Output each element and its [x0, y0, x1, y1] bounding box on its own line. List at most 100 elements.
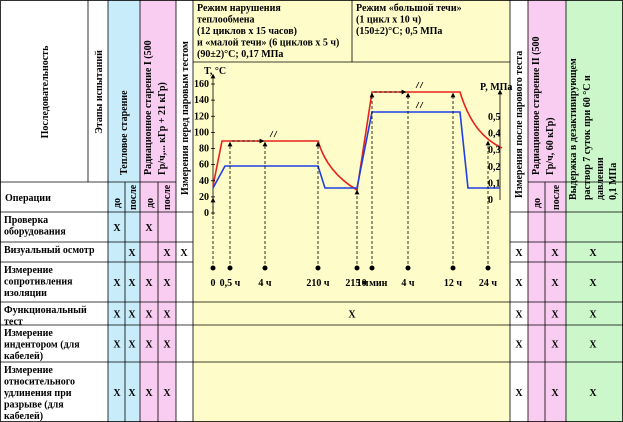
- cell-mark: X: [589, 248, 597, 259]
- decontamination: давлении: [595, 157, 606, 200]
- cell-mark: X: [551, 248, 559, 259]
- cell-mark: X: [163, 248, 171, 259]
- temp-tick-label: 140: [194, 95, 209, 106]
- cell-mark: X: [163, 310, 171, 321]
- time-label: 10 мин: [357, 278, 388, 289]
- pressure-tick-label: 0,3: [488, 145, 501, 156]
- radiation-aging-2: Радиационное старение II (500: [531, 37, 542, 175]
- cell-mark: X: [551, 340, 559, 351]
- mode-2-text: (1 цикл х 10 ч): [356, 15, 421, 26]
- operation-label: Измерение: [4, 328, 53, 339]
- operation-label: Визуальный осмотр: [4, 245, 95, 256]
- time-point: [485, 265, 491, 271]
- cell-mark: X: [128, 388, 136, 399]
- cell-mark: X: [163, 278, 171, 289]
- time-point: [354, 265, 360, 271]
- cell-mark: X: [128, 248, 136, 259]
- stages: Этапы испытаний: [94, 50, 105, 134]
- time-label: 12 ч: [444, 278, 463, 289]
- pressure-tick-label: 0,4: [488, 129, 501, 140]
- cell-mark: X: [551, 278, 559, 289]
- cell-mark: X: [515, 340, 523, 351]
- time-point: [405, 265, 411, 271]
- cell-mark: X: [589, 340, 597, 351]
- cell-mark: X: [589, 388, 597, 399]
- operation-label: изоляции: [4, 288, 47, 299]
- mode-1-text: теплообмена: [197, 15, 255, 26]
- operation-label: разрыве (для: [4, 400, 64, 411]
- pressure-tick-label: 0,1: [488, 178, 501, 189]
- cell-mark: X: [348, 310, 356, 321]
- cell-mark: X: [128, 310, 136, 321]
- cell-mark: X: [113, 223, 121, 234]
- time-point: [369, 265, 375, 271]
- pressure-tick-label: 0,5: [488, 112, 501, 123]
- time-point: [315, 265, 321, 271]
- decontamination: Выдержка в дезактивирующем: [568, 58, 579, 200]
- cell-mark: X: [163, 340, 171, 351]
- cell-mark: X: [145, 223, 153, 234]
- operation-label: кабелей): [4, 351, 43, 362]
- time-point: [227, 265, 233, 271]
- radiation-aging-1: Радиационное старение I (500: [143, 40, 154, 175]
- operations: Операции: [5, 193, 51, 204]
- mode-2-text: Режим «большой течи»: [356, 3, 462, 14]
- time-point: [262, 265, 268, 271]
- time-label: 210 ч: [306, 278, 330, 289]
- temp-tick-label: 80: [199, 144, 209, 155]
- temp-tick-label: 40: [199, 176, 209, 187]
- before: до: [112, 198, 123, 208]
- operation-label: кабелей): [4, 411, 43, 422]
- cell-mark: X: [589, 278, 597, 289]
- pressure-tick-label: 0: [488, 195, 493, 206]
- mode-2-text: (150±2)°С; 0,5 МПа: [356, 26, 442, 37]
- temp-tick-label: 60: [199, 160, 209, 171]
- cell-mark: X: [551, 310, 559, 321]
- operation-label: индентором (для: [4, 340, 80, 351]
- sequence: Последовательность: [40, 45, 51, 138]
- cell-mark: X: [113, 310, 121, 321]
- pressure-tick-label: 0,2: [488, 162, 501, 173]
- before: до: [532, 198, 543, 208]
- after: после: [128, 184, 139, 210]
- decontamination: раствор 7 суток при 60 °С и: [582, 75, 593, 200]
- operation-label: относительного: [4, 377, 75, 388]
- cell-mark: X: [128, 278, 136, 289]
- curves: [210, 73, 503, 264]
- cell-mark: X: [551, 388, 559, 399]
- temp-tick-label: 0: [204, 208, 209, 219]
- operation-label: оборудования: [4, 227, 66, 238]
- operation-label: Измерение: [4, 265, 53, 276]
- cell-mark: X: [113, 278, 121, 289]
- cell-mark: X: [145, 310, 153, 321]
- time-label: 4 ч: [258, 278, 272, 289]
- after: после: [162, 184, 173, 210]
- operation-label: сопротивления: [4, 277, 73, 288]
- cell-mark: X: [145, 278, 153, 289]
- cell-mark: X: [515, 278, 523, 289]
- radiation-aging-2: Гр/ч, 60 кГр): [545, 117, 556, 175]
- cell-mark: X: [515, 310, 523, 321]
- temp-tick-label: 20: [199, 192, 209, 203]
- cell-mark: X: [113, 388, 121, 399]
- axes: T, °C P, МПа 160 140 120 100 80 60 40 20 0 0,5 0,4…: [194, 66, 512, 289]
- time-label: 0,5 ч: [220, 278, 241, 289]
- before: до: [145, 198, 156, 208]
- time-label: 4 ч: [401, 278, 415, 289]
- time-point: [450, 265, 456, 271]
- cell-mark: X: [128, 340, 136, 351]
- cell-mark: X: [589, 310, 597, 321]
- cell-mark: X: [180, 248, 188, 259]
- cell-mark: X: [145, 388, 153, 399]
- after-steam: Измерения после парового теста: [514, 51, 525, 198]
- time-point: [210, 265, 216, 271]
- cell-mark: X: [515, 248, 523, 259]
- header: Последовательность Этапы испытаний Тепло…: [5, 37, 619, 210]
- backgrounds: [108, 0, 623, 422]
- pressure-axis-title: P, МПа: [480, 82, 512, 93]
- temp-tick-label: 160: [194, 79, 209, 90]
